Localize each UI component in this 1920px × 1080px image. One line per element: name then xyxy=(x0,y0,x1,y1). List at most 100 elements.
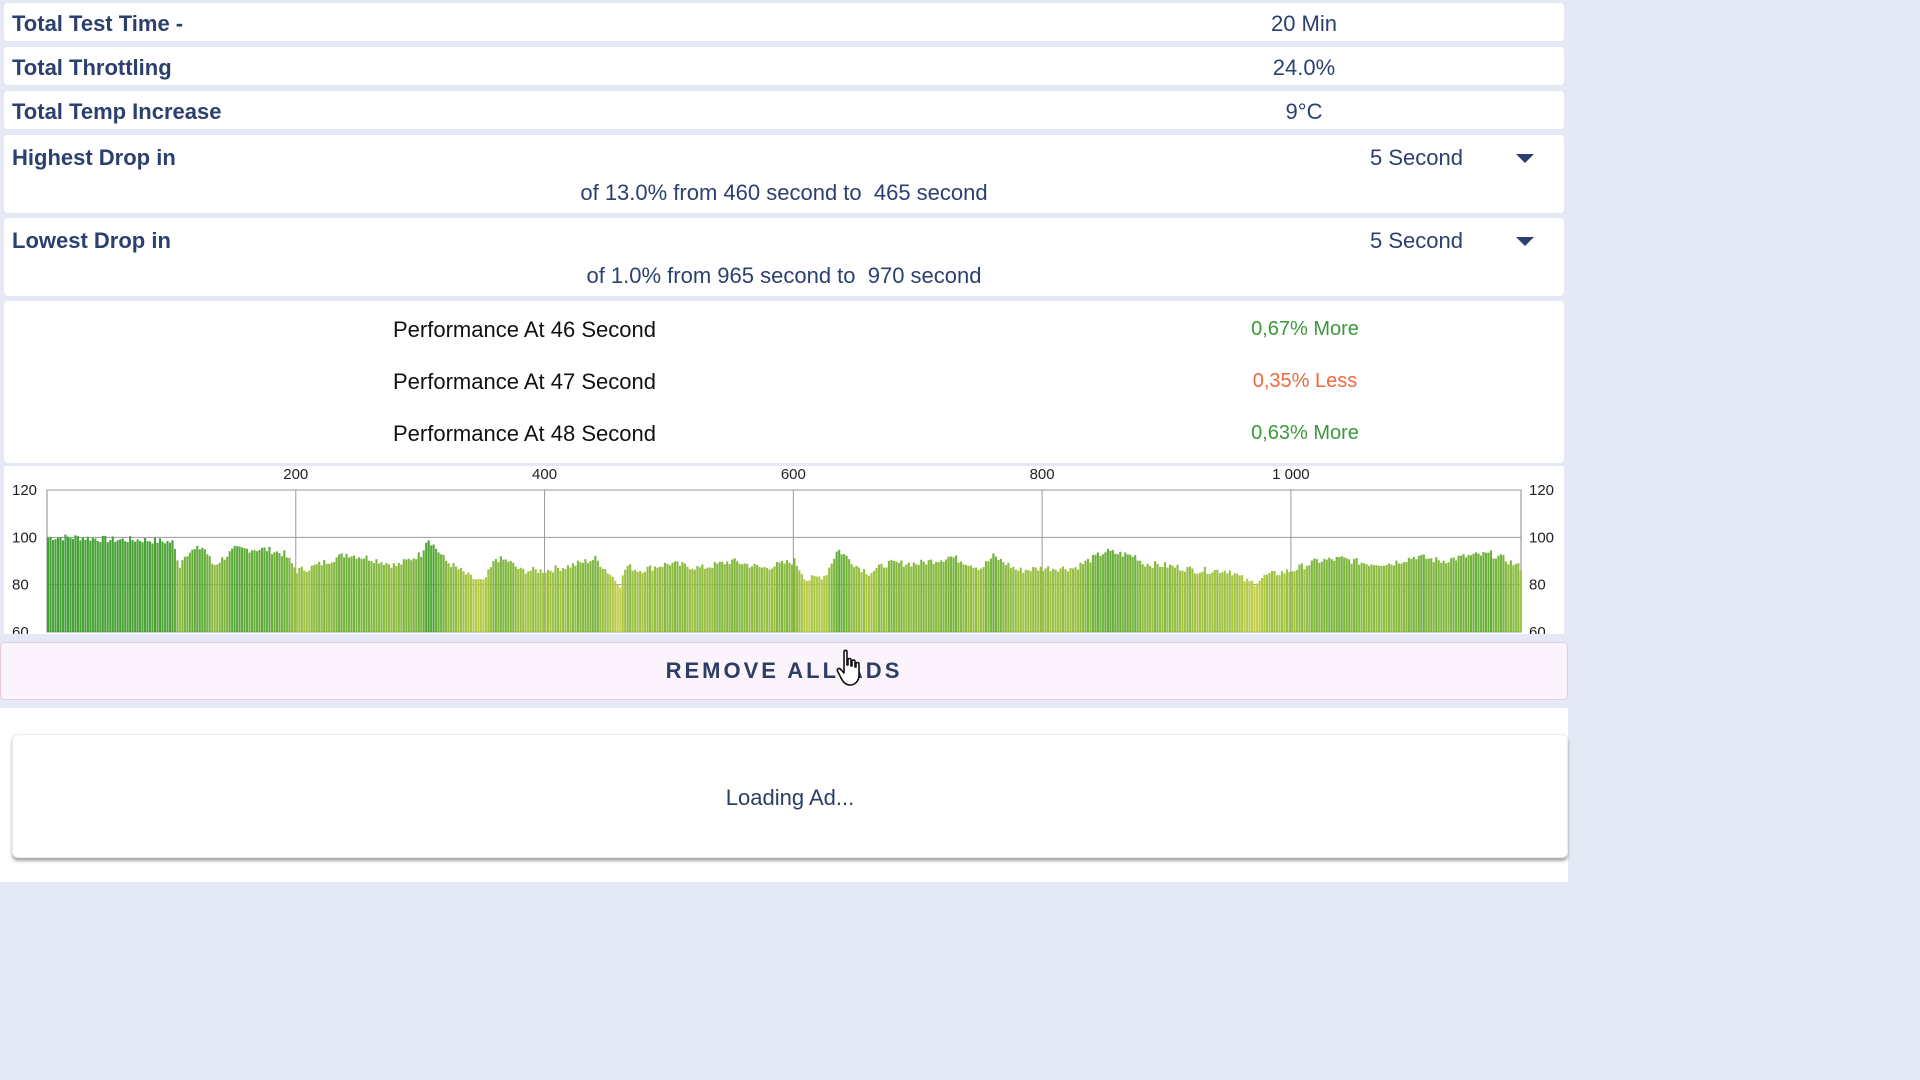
chart-bar xyxy=(945,559,948,632)
chart-bar xyxy=(708,567,711,632)
chart-bar xyxy=(1233,573,1236,632)
ad-banner[interactable]: Loading Ad... xyxy=(12,734,1568,858)
chart-bar xyxy=(676,561,679,632)
chart-bar xyxy=(696,565,699,632)
chart-bar xyxy=(432,544,435,632)
highest-drop-card: Highest Drop in 5 Second of 13.0% from 4… xyxy=(4,135,1564,213)
chart-bar xyxy=(430,545,433,632)
chart-bar xyxy=(885,567,888,632)
chart-bar xyxy=(1208,573,1211,632)
chart-bar xyxy=(241,547,244,632)
chart-bar xyxy=(131,540,134,632)
y-tick-label-right: 120 xyxy=(1529,482,1554,499)
chart-bar xyxy=(450,567,453,632)
chart-bar xyxy=(711,567,714,632)
chart-bar xyxy=(955,555,958,632)
chart-bar xyxy=(907,562,910,632)
chart-bar xyxy=(1482,551,1485,632)
chart-bar xyxy=(153,537,157,632)
chart-bar xyxy=(1514,563,1517,632)
chart-bar xyxy=(743,563,746,632)
chart-bar xyxy=(1168,564,1172,632)
chevron-down-icon[interactable] xyxy=(1516,154,1534,163)
chart-bar xyxy=(848,559,851,632)
highest-drop-interval-select[interactable]: 5 Second xyxy=(1370,145,1463,170)
chart-bar xyxy=(71,538,74,632)
chart-bar xyxy=(54,539,57,632)
chart-bar xyxy=(208,556,211,632)
chart-bar xyxy=(1176,564,1179,632)
chart-bar xyxy=(1188,566,1191,632)
chart-bar xyxy=(385,563,388,632)
chart-bar xyxy=(395,566,398,632)
chart-bar xyxy=(547,569,550,632)
chart-bar xyxy=(1243,581,1246,632)
chart-bar xyxy=(529,570,532,632)
chart-bar xyxy=(1238,575,1241,632)
chart-bar xyxy=(502,559,505,632)
chart-bar xyxy=(1445,563,1448,632)
chart-bar xyxy=(905,564,908,632)
chart-bar xyxy=(392,563,395,632)
chart-bar xyxy=(420,556,423,632)
chart-bar xyxy=(343,557,346,632)
chart-bar xyxy=(691,568,694,632)
chart-bar xyxy=(960,561,963,632)
chart-bar xyxy=(1415,559,1418,632)
chart-bar xyxy=(917,564,920,632)
chart-bar xyxy=(387,564,390,632)
chart-bar xyxy=(1452,557,1455,632)
chart-bar xyxy=(1114,553,1117,632)
chart-bar xyxy=(156,542,159,632)
chart-bar xyxy=(586,563,589,632)
remove-all-ads-button[interactable]: REMOVE ALL ADS xyxy=(0,642,1568,700)
chart-bar xyxy=(1101,554,1104,632)
chart-bar xyxy=(1106,549,1109,632)
chart-bar xyxy=(927,560,930,632)
chart-bar xyxy=(549,570,552,632)
chart-bar xyxy=(1228,570,1231,632)
chart-bar xyxy=(606,573,609,632)
chart-bar xyxy=(1096,552,1099,632)
chevron-down-icon[interactable] xyxy=(1516,237,1534,246)
chart-bar xyxy=(972,568,975,632)
chart-bar xyxy=(860,572,863,632)
chart-bar xyxy=(161,541,164,632)
chart-bar xyxy=(1216,569,1219,632)
chart-bar xyxy=(124,541,127,632)
chart-bar xyxy=(693,569,696,632)
chart-bar xyxy=(915,564,918,632)
lowest-drop-interval-select[interactable]: 5 Second xyxy=(1370,228,1463,253)
chart-bar xyxy=(999,558,1002,632)
chart-bar xyxy=(365,555,368,632)
chart-bar xyxy=(1368,565,1371,632)
chart-bar xyxy=(94,538,97,632)
chart-bar xyxy=(890,559,893,632)
chart-bar xyxy=(997,560,1000,632)
chart-bar xyxy=(524,573,527,632)
chart-bar xyxy=(1037,570,1040,632)
chart-bar xyxy=(1435,557,1438,632)
chart-bar xyxy=(624,569,627,632)
chart-bar xyxy=(1032,567,1035,632)
chart-bar xyxy=(1363,563,1366,632)
y-tick-label-left: 80 xyxy=(12,577,29,594)
chart-bar xyxy=(571,563,575,632)
chart-bar xyxy=(1395,560,1398,632)
chart-bar xyxy=(1161,567,1164,632)
chart-bar xyxy=(1300,563,1303,632)
chart-bar xyxy=(865,574,868,632)
chart-bar xyxy=(1226,573,1229,632)
chart-bar xyxy=(412,558,415,632)
chart-bar xyxy=(765,568,769,632)
chart-bar xyxy=(168,542,172,632)
chart-bar xyxy=(509,561,512,632)
chart-bar xyxy=(631,570,634,632)
chart-bar xyxy=(121,538,124,632)
chart-bar xyxy=(91,537,94,632)
chart-bar xyxy=(1052,568,1055,632)
chart-bar xyxy=(1462,554,1465,632)
chart-bar xyxy=(494,559,497,632)
chart-bar xyxy=(795,565,798,632)
chart-bar xyxy=(348,557,351,632)
